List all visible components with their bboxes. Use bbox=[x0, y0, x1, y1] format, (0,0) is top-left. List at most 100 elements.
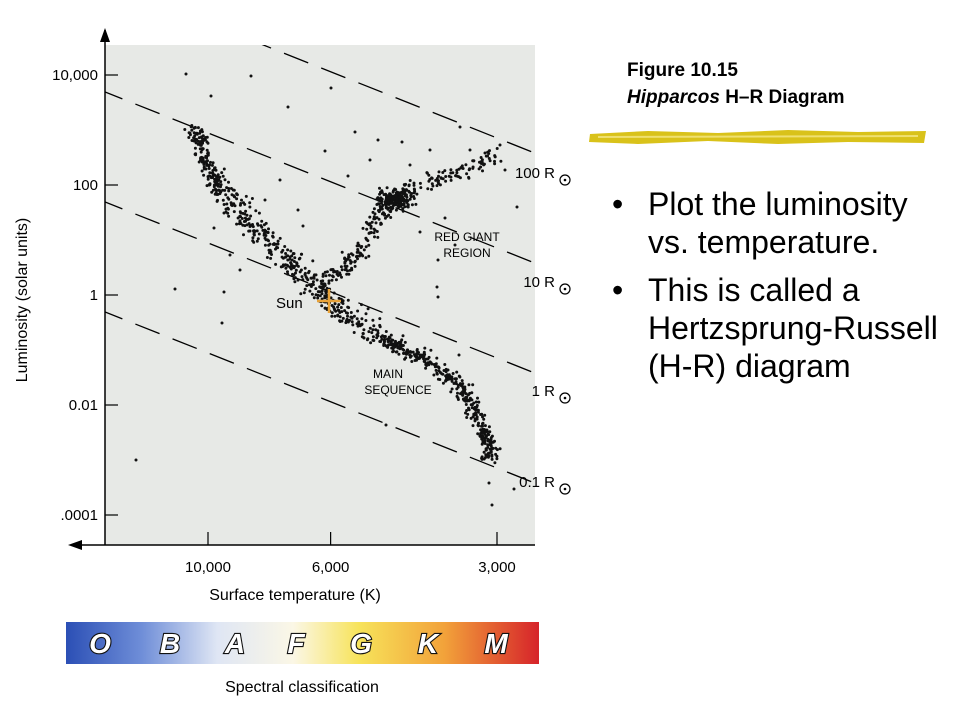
bullet-item: • Plot the luminosity vs. temperature. bbox=[608, 185, 948, 261]
accent-bar bbox=[589, 130, 926, 144]
star-point bbox=[205, 148, 209, 152]
star-point bbox=[438, 378, 442, 381]
star-point bbox=[380, 337, 384, 341]
star-point bbox=[346, 269, 349, 273]
figure-title: Hipparcos H–R Diagram bbox=[627, 87, 845, 109]
star-point bbox=[333, 302, 337, 306]
star-point bbox=[305, 284, 309, 288]
star-point bbox=[383, 340, 386, 344]
star-point bbox=[468, 167, 472, 171]
star-point bbox=[382, 193, 386, 197]
star-point bbox=[488, 451, 492, 455]
star-point bbox=[469, 416, 473, 420]
x-axis-arrow bbox=[68, 540, 82, 550]
star-point bbox=[453, 377, 457, 381]
star-point bbox=[353, 130, 357, 134]
star-point bbox=[391, 190, 395, 194]
star-point bbox=[397, 352, 401, 356]
star-point bbox=[356, 241, 360, 245]
star-point bbox=[401, 209, 405, 213]
star-point bbox=[413, 359, 417, 362]
star-point bbox=[418, 181, 422, 185]
star-point bbox=[352, 314, 356, 318]
star-point bbox=[455, 370, 459, 374]
star-point bbox=[222, 290, 226, 294]
star-point bbox=[310, 292, 314, 296]
star-point bbox=[383, 216, 387, 220]
star-point bbox=[440, 372, 444, 376]
star-point bbox=[202, 173, 206, 177]
star-point bbox=[415, 348, 419, 351]
star-point bbox=[401, 344, 405, 347]
star-point bbox=[453, 243, 457, 247]
star-point bbox=[251, 239, 255, 243]
star-point bbox=[401, 334, 405, 338]
star-point bbox=[248, 205, 252, 209]
star-point bbox=[403, 205, 407, 209]
star-point bbox=[278, 236, 282, 240]
star-point bbox=[288, 257, 292, 261]
main-label: MAIN bbox=[373, 367, 403, 381]
star-point bbox=[361, 332, 365, 336]
star-point bbox=[309, 285, 313, 288]
star-point bbox=[398, 203, 402, 207]
star-point bbox=[381, 211, 385, 215]
star-point bbox=[413, 353, 416, 357]
star-point bbox=[198, 147, 202, 151]
star-point bbox=[480, 412, 484, 416]
star-point bbox=[315, 278, 319, 282]
star-point bbox=[300, 252, 304, 256]
star-point bbox=[223, 178, 227, 182]
star-point bbox=[410, 203, 414, 207]
star-point bbox=[428, 148, 432, 152]
y-axis-title: Luminosity (solar units) bbox=[14, 218, 31, 383]
star-point bbox=[443, 216, 447, 220]
star-point bbox=[232, 210, 236, 214]
star-point bbox=[345, 272, 349, 276]
star-point bbox=[296, 278, 300, 282]
star-point bbox=[280, 250, 284, 254]
star-point bbox=[396, 204, 400, 208]
star-point bbox=[321, 274, 325, 278]
star-point bbox=[338, 271, 342, 275]
star-point bbox=[423, 360, 427, 364]
star-point bbox=[339, 306, 343, 309]
star-point bbox=[330, 314, 334, 318]
star-point bbox=[187, 136, 191, 139]
star-point bbox=[436, 295, 440, 299]
star-point bbox=[435, 372, 439, 376]
star-point bbox=[212, 226, 216, 230]
star-point bbox=[441, 381, 445, 385]
star-point bbox=[296, 208, 300, 212]
star-point bbox=[498, 447, 502, 451]
star-point bbox=[461, 392, 465, 396]
star-point bbox=[446, 373, 449, 377]
star-point bbox=[408, 190, 411, 194]
star-point bbox=[213, 180, 217, 184]
star-point bbox=[209, 94, 213, 98]
star-point bbox=[482, 450, 486, 454]
star-point bbox=[468, 148, 472, 152]
star-point bbox=[373, 235, 376, 239]
star-point bbox=[360, 303, 363, 307]
star-point bbox=[226, 207, 230, 211]
figure-title-italic: Hipparcos bbox=[627, 87, 720, 108]
star-point bbox=[241, 223, 245, 227]
star-point bbox=[193, 152, 197, 156]
star-point bbox=[250, 197, 254, 200]
star-point bbox=[346, 257, 350, 261]
star-point bbox=[379, 340, 383, 344]
star-point bbox=[449, 390, 453, 394]
star-point bbox=[322, 285, 326, 289]
star-point bbox=[384, 206, 388, 210]
star-point bbox=[311, 280, 315, 284]
star-point bbox=[437, 170, 441, 174]
star-point bbox=[377, 217, 381, 221]
star-point bbox=[490, 503, 494, 507]
star-point bbox=[301, 278, 305, 282]
radius-label: 10 R bbox=[523, 274, 555, 291]
star-point bbox=[303, 266, 307, 270]
star-point bbox=[464, 411, 467, 415]
star-point bbox=[402, 351, 406, 355]
star-point bbox=[408, 179, 412, 182]
